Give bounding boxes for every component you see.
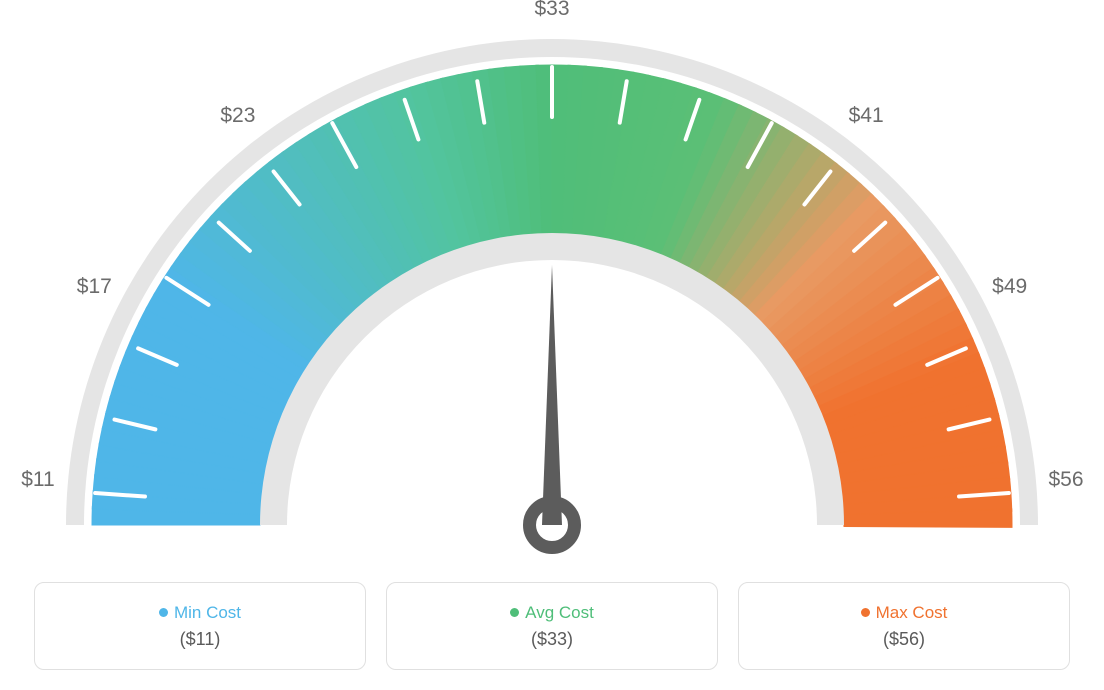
gauge-svg (0, 0, 1104, 560)
legend-label-max-text: Max Cost (876, 603, 948, 623)
scale-label: $49 (992, 275, 1027, 299)
legend-dot-min (159, 608, 168, 617)
legend-label-min-text: Min Cost (174, 603, 241, 623)
legend-dot-max (861, 608, 870, 617)
legend-label-avg-text: Avg Cost (525, 603, 594, 623)
scale-label: $33 (534, 0, 569, 21)
legend-box-max: Max Cost ($56) (738, 582, 1070, 670)
scale-label: $17 (77, 275, 112, 299)
gauge-area: $11 $17 $23 $33 $41 $49 $56 (0, 0, 1104, 560)
legend-box-min: Min Cost ($11) (34, 582, 366, 670)
legend-label-max: Max Cost (861, 603, 948, 623)
legend-area: Min Cost ($11) Avg Cost ($33) Max Cost (… (0, 582, 1104, 670)
scale-label: $41 (849, 104, 884, 128)
scale-label: $11 (21, 468, 54, 492)
legend-dot-avg (510, 608, 519, 617)
legend-label-min: Min Cost (159, 603, 241, 623)
legend-value-avg: ($33) (531, 629, 573, 650)
legend-label-avg: Avg Cost (510, 603, 594, 623)
scale-label: $23 (220, 104, 255, 128)
gauge-chart-container: $11 $17 $23 $33 $41 $49 $56 Min Cost ($11) Avg… (0, 0, 1104, 690)
legend-value-min: ($11) (180, 629, 221, 650)
legend-value-max: ($56) (883, 629, 925, 650)
legend-box-avg: Avg Cost ($33) (386, 582, 718, 670)
scale-label: $56 (1049, 468, 1084, 492)
